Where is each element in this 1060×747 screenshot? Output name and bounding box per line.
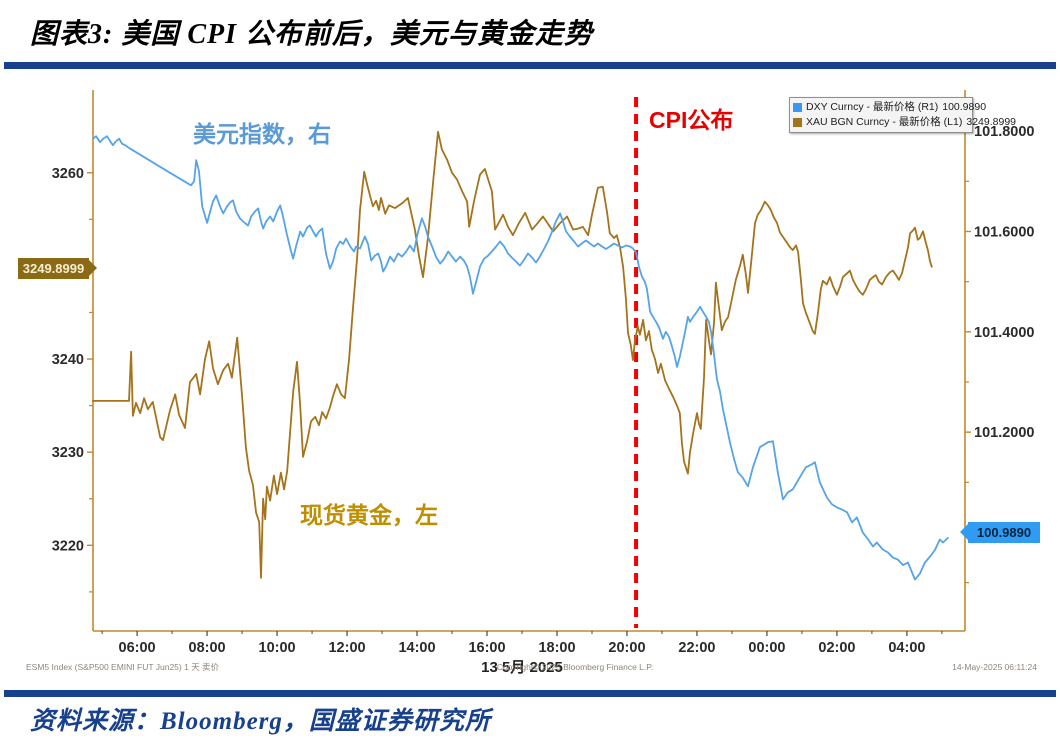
right-axis-tick-label: 101.2000 [974,425,1034,441]
series-dxy-line [92,135,949,581]
x-axis-tick-label: 14:00 [398,640,435,656]
bbg-timestamp: 14-May-2025 06:11:24 [952,662,1037,672]
chart-legend[interactable]: DXY Curncy - 最新价格 (R1) 100.9890 XAU BGN … [789,97,1016,133]
xau-last-price-tag: 3249.8999 [18,258,97,279]
left-axis-tick-label: 3240 [52,352,84,368]
chart-area: 3260 3240 3230 3220 101.8000 101.6000 101.4000… [0,70,1060,690]
legend-item-xau[interactable]: XAU BGN Curncy - 最新价格 (L1) 3249.8999 [793,115,1016,130]
x-axis-tick-label: 08:00 [189,640,226,656]
dxy-last-price-tag: 100.9890 [960,522,1040,543]
annotation-dxy: 美元指数，右 [193,121,331,147]
x-axis-tick-label: 12:00 [328,640,365,656]
legend-label-dxy: DXY Curncy - 最新价格 (R1) [806,101,939,113]
right-axis-tick-label: 101.6000 [974,224,1034,240]
right-axis-tick-label: 101.4000 [974,325,1034,341]
annotation-cpi-release: CPI公布 [649,107,734,133]
right-axis-tick-label: 101.8000 [974,124,1034,140]
x-axis-tick-label: 00:00 [748,640,785,656]
x-axis-tick-label: 22:00 [678,640,715,656]
annotation-gold: 现货黄金，左 [300,502,438,528]
x-axis-tick-label: 16:00 [468,640,505,656]
left-axis-tick-label: 3260 [52,166,84,182]
x-axis-tick-label: 10:00 [259,640,296,656]
footer-divider-bar [4,690,1056,697]
left-axis-tick-label: 3230 [52,445,84,461]
dxy-swatch-icon [793,103,802,112]
xau-swatch-icon [793,118,802,127]
legend-item-dxy[interactable]: DXY Curncy - 最新价格 (R1) 100.9890 [793,100,986,115]
x-axis-tick-label: 20:00 [608,640,645,656]
bbg-security-note: ESM5 Index (S&P500 EMINI FUT Jun25) 1 天 … [26,662,220,672]
x-axis-tick-label: 06:00 [119,640,156,656]
legend-value-xau: 3249.8999 [966,116,1016,128]
bbg-copyright-note: Copyright© 2025 Bloomberg Finance L.P. [497,662,653,672]
x-axis-tick-label: 18:00 [538,640,575,656]
legend-label-xau: XAU BGN Curncy - 最新价格 (L1) [806,116,963,128]
x-axis-tick-label: 04:00 [888,640,925,656]
page-title: 图表3: 美国 CPI 公布前后，美元与黄金走势 [30,19,594,50]
source-note: 资料来源：Bloomberg，国盛证券研究所 [30,708,491,735]
series-xau-line [92,130,933,579]
left-axis-tick-label: 3220 [52,538,84,554]
x-axis-date-label: 13 5月 2025 [481,659,563,676]
x-axis-tick-label: 02:00 [818,640,855,656]
chart-canvas: 3260 3240 3230 3220 101.8000 101.6000 101.4000… [26,90,1037,676]
title-divider-bar [4,62,1056,69]
legend-value-dxy: 100.9890 [942,101,987,113]
